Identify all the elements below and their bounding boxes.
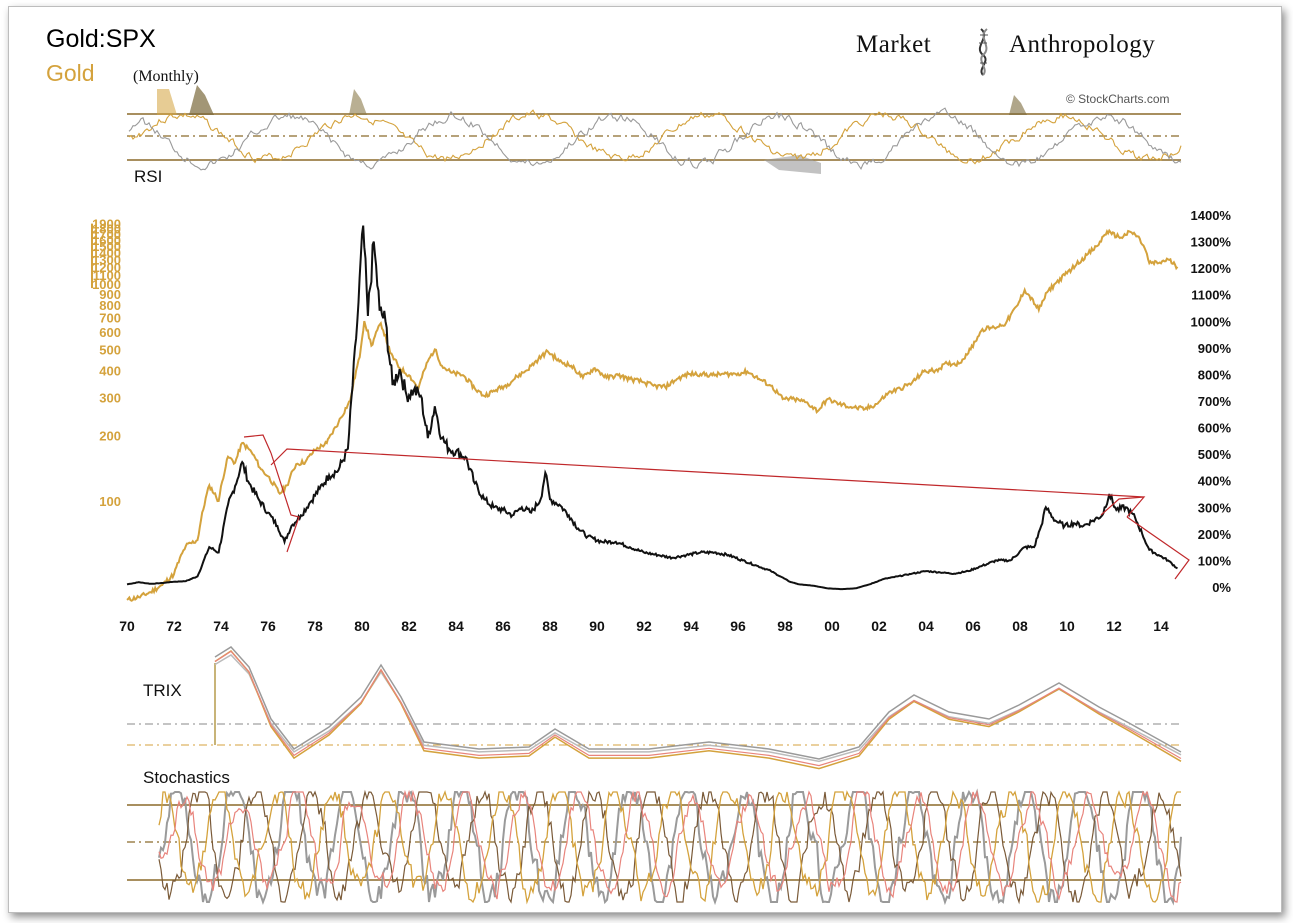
- stochastics-panel: Stochastics: [127, 768, 1182, 906]
- trix-gold-signal: [214, 650, 1182, 767]
- left-axis-tick: 1400: [92, 245, 121, 260]
- x-tick-label: 76: [260, 618, 276, 634]
- rsi-overbought-fill: [349, 89, 367, 115]
- rsi-overbought-fill: [189, 85, 214, 115]
- x-tick-label: 94: [683, 618, 699, 634]
- left-axis: 1002003004005006007008009001000110012001…: [91, 217, 121, 509]
- left-axis-tick: 1700: [92, 227, 121, 242]
- x-tick-label: 98: [777, 618, 793, 634]
- left-axis-tick: 1800: [92, 222, 121, 237]
- bracket-2013-decline: [1126, 516, 1190, 580]
- left-axis-tick: 1200: [92, 260, 121, 275]
- trix-ratio-line: [214, 646, 1182, 760]
- x-tick-label: 06: [965, 618, 981, 634]
- gold-spx-ratio-line: [126, 225, 1178, 591]
- x-tick-label: 04: [918, 618, 934, 634]
- left-axis-tick: 400: [99, 363, 121, 378]
- left-axis-tick: 1600: [92, 233, 121, 248]
- left-axis-tick: 1500: [92, 239, 121, 254]
- trix-ratio-signal: [214, 654, 1182, 763]
- left-axis-tick: 800: [99, 298, 121, 313]
- right-axis-tick: 700%: [1198, 394, 1232, 409]
- stoch-gold-line: [158, 789, 1181, 905]
- x-tick-label: 70: [119, 618, 135, 634]
- right-axis-tick: 1000%: [1191, 314, 1232, 329]
- rsi-oversold-fill: [764, 155, 821, 174]
- x-tick-label: 90: [589, 618, 605, 634]
- rsi-overbought-fill: [157, 89, 177, 115]
- left-axis-tick: 500: [99, 342, 121, 357]
- right-axis-tick: 900%: [1198, 341, 1232, 356]
- stochastics-label: Stochastics: [143, 768, 230, 787]
- trix-label: TRIX: [143, 681, 182, 700]
- bracket-1974-peak: [243, 434, 272, 454]
- stoch-gold-signal: [158, 789, 1182, 903]
- right-axis-tick: 100%: [1198, 553, 1232, 568]
- chart-title: Gold:SPX: [46, 25, 156, 53]
- rsi-overbought-fill: [1009, 95, 1027, 115]
- dna-helix-icon: [978, 28, 988, 76]
- right-axis-tick: 0%: [1212, 580, 1231, 595]
- x-axis: 70 72 74 76 78 80 82 84 86 88 90 92 94 96 98 00 02 04 06 08…: [119, 618, 1169, 634]
- x-tick-label: 80: [354, 618, 370, 634]
- x-tick-label: 84: [448, 618, 464, 634]
- left-axis-tick: 600: [99, 325, 121, 340]
- x-tick-label: 86: [495, 618, 511, 634]
- left-axis-tick: 700: [99, 311, 121, 326]
- x-tick-label: 96: [730, 618, 746, 634]
- right-axis-tick: 200%: [1198, 527, 1232, 542]
- x-tick-label: 74: [213, 618, 229, 634]
- brand-market: Market: [856, 31, 931, 58]
- right-axis-tick: 1100%: [1191, 288, 1231, 303]
- x-tick-label: 88: [542, 618, 558, 634]
- right-axis-tick: 800%: [1198, 367, 1232, 382]
- rsi-gold-line: [128, 109, 1182, 165]
- x-tick-label: 82: [401, 618, 417, 634]
- chart-frame: Gold:SPX Gold (Monthly) Market Anthropol…: [8, 6, 1282, 913]
- main-panel: 1002003004005006007008009001000110012001…: [91, 208, 1232, 634]
- x-tick-label: 14: [1153, 618, 1169, 634]
- left-axis-tick: 100: [99, 494, 121, 509]
- right-axis-tick: 400%: [1198, 474, 1232, 489]
- right-axis-tick: 300%: [1198, 500, 1232, 515]
- trend-line: [270, 448, 1145, 498]
- bracket-2012-peak: [1100, 496, 1146, 518]
- left-axis-tick: 200: [99, 429, 121, 444]
- stoch-ratio-line: [158, 788, 1182, 906]
- gold-price-line: [126, 228, 1179, 602]
- rsi-panel: RSI: [127, 85, 1182, 186]
- left-axis-tick: 1000: [92, 277, 121, 292]
- stoch-ratio-signal: [158, 789, 1182, 905]
- gold-series-label: Gold: [46, 60, 95, 86]
- gold-timeframe-label: (Monthly): [133, 68, 199, 85]
- rsi-ratio-line: [128, 107, 1182, 171]
- x-tick-label: 08: [1012, 618, 1028, 634]
- x-tick-label: 78: [307, 618, 323, 634]
- left-axis-tick: 1900: [92, 217, 121, 232]
- right-axis: 0% 100% 200% 300% 400% 500% 600% 700% 800% 900% 10…: [1191, 208, 1232, 595]
- right-axis-tick: 1400%: [1191, 208, 1232, 223]
- rsi-label: RSI: [134, 167, 162, 186]
- left-axis-tick: 1100: [93, 268, 121, 283]
- gold-spx-chart: Gold:SPX Gold (Monthly) Market Anthropol…: [46, 25, 1232, 906]
- brand-anthropology: Anthropology: [1009, 31, 1155, 58]
- trix-gold-line: [214, 650, 1182, 770]
- right-axis-tick: 1200%: [1191, 261, 1232, 276]
- left-axis-tick: 1300: [92, 252, 121, 267]
- left-axis-tick: 900: [99, 287, 121, 302]
- bracket-1976-decline: [270, 452, 300, 553]
- x-tick-label: 00: [824, 618, 840, 634]
- x-tick-label: 12: [1106, 618, 1122, 634]
- right-axis-tick: 1300%: [1191, 235, 1232, 250]
- right-axis-tick: 600%: [1198, 421, 1232, 436]
- x-tick-label: 02: [871, 618, 887, 634]
- stockcharts-credit: © StockCharts.com: [1066, 92, 1170, 106]
- left-axis-tick: 300: [99, 391, 121, 406]
- x-tick-label: 10: [1059, 618, 1075, 634]
- trix-panel: TRIX: [127, 646, 1182, 770]
- x-tick-label: 92: [636, 618, 652, 634]
- x-tick-label: 72: [166, 618, 182, 634]
- right-axis-tick: 500%: [1198, 447, 1232, 462]
